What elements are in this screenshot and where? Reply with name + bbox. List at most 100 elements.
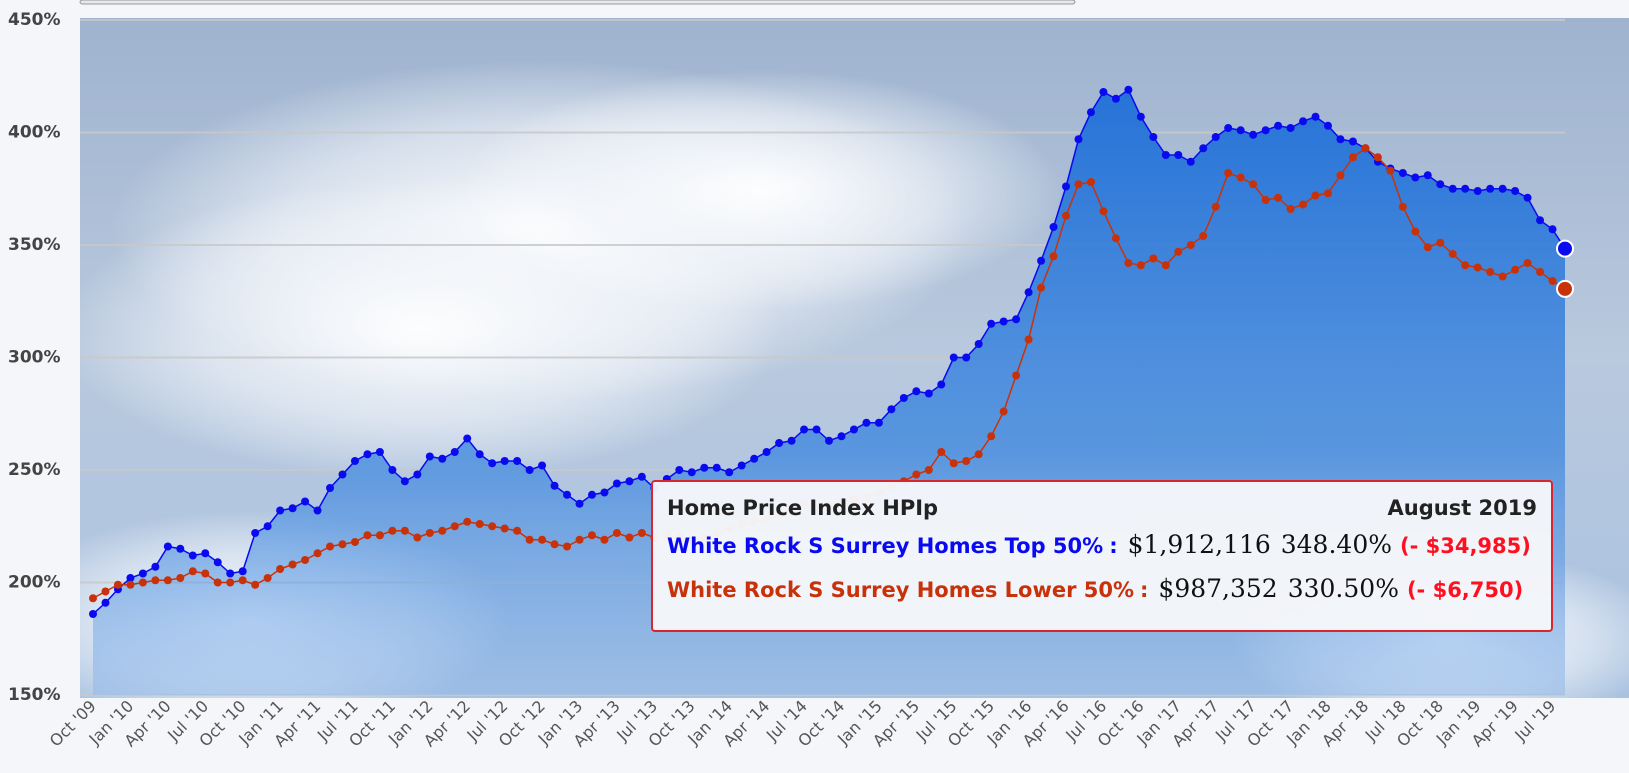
point [1174, 247, 1183, 256]
point [538, 535, 547, 544]
point [999, 407, 1008, 416]
point [1299, 117, 1308, 126]
tooltip-title: Home Price Index HPIp [667, 496, 939, 520]
point [276, 565, 285, 573]
point [712, 463, 721, 472]
point [924, 466, 933, 474]
point [1411, 227, 1420, 236]
point [375, 531, 384, 540]
point [600, 535, 609, 544]
point [1486, 184, 1495, 193]
point [949, 353, 958, 362]
top-box [79, 0, 1076, 5]
point [126, 574, 135, 582]
point [413, 533, 422, 542]
point [1323, 189, 1332, 198]
point [612, 529, 621, 537]
point [138, 569, 147, 578]
point [700, 463, 709, 472]
point [1311, 112, 1320, 121]
point [550, 481, 559, 490]
point [388, 466, 397, 474]
point [974, 340, 983, 348]
point [1149, 254, 1158, 263]
point [1473, 187, 1482, 195]
point [1199, 232, 1208, 240]
point [1323, 121, 1332, 130]
point [1224, 169, 1233, 177]
point [750, 454, 759, 463]
point [1286, 205, 1295, 213]
point [949, 459, 958, 468]
point [89, 594, 97, 603]
point [600, 488, 609, 497]
point [400, 477, 409, 486]
point [326, 542, 335, 551]
tooltip-row: White Rock S Surrey Homes Lower 50% : $9… [667, 574, 1537, 618]
y-tick-label: 450% [8, 10, 61, 30]
point [912, 387, 921, 396]
tooltip-row: White Rock S Surrey Homes Top 50% : $1,9… [667, 530, 1537, 574]
point [500, 457, 509, 465]
point [1523, 193, 1532, 202]
point [1086, 178, 1095, 186]
point [1199, 144, 1208, 153]
point [1037, 283, 1046, 292]
point [463, 434, 472, 443]
point [637, 529, 646, 537]
point [1498, 272, 1507, 281]
point [937, 380, 946, 389]
point [1261, 126, 1270, 135]
point [625, 533, 634, 542]
point [363, 450, 372, 459]
series-name: White Rock S Surrey Homes Lower 50% [667, 578, 1135, 602]
point [188, 551, 197, 560]
point [151, 562, 160, 571]
point [288, 504, 297, 513]
point [288, 560, 297, 569]
point [1186, 157, 1195, 166]
point [937, 448, 946, 456]
point [1111, 94, 1120, 103]
y-tick-label: 250% [8, 460, 61, 480]
change: (- $6,750) [1406, 578, 1524, 602]
point [687, 468, 696, 477]
point [1012, 315, 1021, 324]
point [425, 452, 434, 461]
point [1511, 187, 1520, 195]
point [1348, 137, 1357, 146]
point [326, 484, 335, 492]
point [812, 425, 821, 434]
point [1556, 239, 1574, 258]
point [488, 459, 497, 468]
point [675, 466, 684, 474]
tooltip-date: August 2019 [1387, 496, 1537, 520]
point [575, 499, 584, 508]
point [987, 319, 996, 328]
point [363, 531, 372, 540]
point [962, 457, 971, 465]
point [1486, 268, 1495, 276]
point [1012, 371, 1021, 380]
point [1186, 241, 1195, 249]
point [1448, 184, 1457, 193]
point [338, 540, 347, 549]
point [563, 490, 572, 499]
point [213, 578, 222, 587]
point [1236, 173, 1245, 182]
point [1436, 238, 1445, 247]
y-tick-label: 400% [8, 123, 61, 143]
price: $1,912,116 [1127, 530, 1271, 559]
point [1136, 112, 1145, 121]
point [1448, 250, 1457, 258]
point [201, 569, 210, 578]
point [1086, 108, 1095, 117]
point [263, 574, 272, 582]
point [1299, 200, 1308, 209]
change: (- $34,985) [1399, 534, 1531, 558]
point [550, 540, 559, 549]
point [450, 522, 459, 531]
point [563, 542, 572, 551]
point [1024, 288, 1033, 297]
point [263, 522, 272, 531]
